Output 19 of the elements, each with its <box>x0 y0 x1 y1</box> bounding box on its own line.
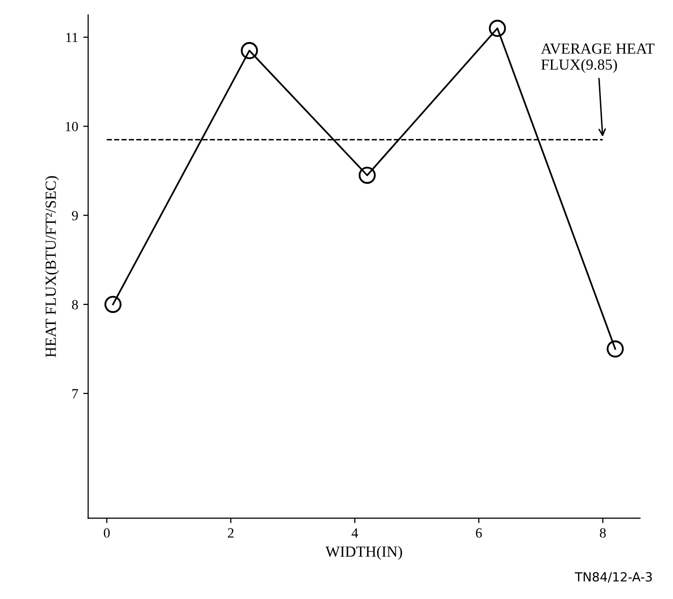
x-tick-label: 4 <box>352 528 358 538</box>
x-tick-label: 0 <box>104 528 110 538</box>
x-tick-label: 2 <box>228 528 234 538</box>
ref-line-label: AVERAGE HEAT FLUX(9.85) <box>540 44 654 73</box>
y-tick-label: 8 <box>72 300 78 310</box>
x-tick-label: 6 <box>476 528 482 538</box>
point <box>104 296 122 313</box>
y-tick-label: 7 <box>72 389 78 398</box>
point <box>488 20 506 37</box>
point <box>358 166 376 184</box>
x-axis-title: WIDTH(IN) <box>326 546 402 560</box>
point <box>606 340 624 358</box>
y-tick-label: 10 <box>66 122 78 132</box>
y-tick-label: 9 <box>72 210 78 220</box>
y-tick-label: 11 <box>66 32 78 42</box>
x-tick-label: 8 <box>600 528 606 538</box>
y-axis-title: HEAT FLUX(BTU/FT²/SEC) <box>45 176 59 358</box>
text: TN84/12-A-3 <box>574 572 652 583</box>
point <box>240 42 258 60</box>
